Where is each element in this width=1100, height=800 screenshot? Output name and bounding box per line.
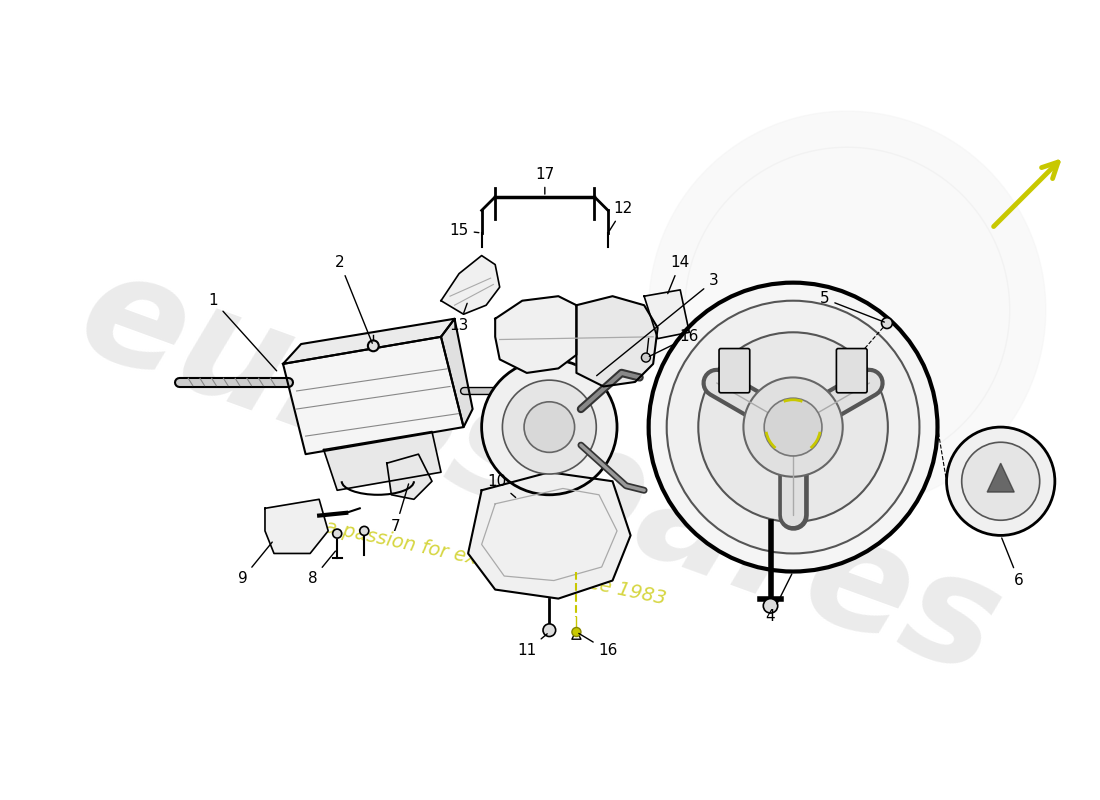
Circle shape [744,378,843,477]
Text: 11: 11 [517,634,547,658]
Circle shape [642,354,649,361]
Text: 10: 10 [487,474,516,498]
Text: 9: 9 [238,542,273,586]
Text: 16: 16 [649,330,698,356]
Text: 6: 6 [1002,538,1024,588]
Circle shape [543,624,556,637]
FancyBboxPatch shape [719,349,750,393]
Circle shape [881,318,892,329]
Polygon shape [265,499,328,554]
Circle shape [524,402,574,452]
Circle shape [332,529,342,538]
Circle shape [946,427,1055,535]
Text: 17: 17 [536,167,554,194]
Text: 2: 2 [336,255,372,343]
Circle shape [667,301,920,554]
Circle shape [641,353,650,362]
Circle shape [698,332,888,522]
Text: 13: 13 [450,303,469,334]
Text: 16: 16 [579,634,618,658]
Polygon shape [495,296,576,373]
Polygon shape [387,454,432,499]
Polygon shape [441,318,473,427]
Text: 5: 5 [820,291,884,322]
Circle shape [367,341,378,351]
Text: 3: 3 [596,274,718,376]
Circle shape [572,627,581,637]
Text: 12: 12 [609,201,632,230]
Text: 15: 15 [450,222,478,238]
Text: 8: 8 [308,551,336,586]
Text: 1: 1 [209,294,277,371]
Polygon shape [323,431,441,490]
Circle shape [360,526,368,535]
Polygon shape [441,255,499,314]
Text: a passion for excellence since 1983: a passion for excellence since 1983 [322,517,668,608]
Circle shape [763,598,778,613]
Text: 4: 4 [766,574,792,624]
Polygon shape [645,290,690,338]
Circle shape [649,282,937,571]
Circle shape [503,380,596,474]
Circle shape [961,442,1040,520]
Text: 14: 14 [668,255,690,294]
Circle shape [764,398,822,456]
Text: 7: 7 [392,484,408,534]
Polygon shape [283,337,463,454]
Polygon shape [283,318,454,364]
Circle shape [649,111,1046,508]
FancyBboxPatch shape [836,349,867,393]
Circle shape [482,359,617,494]
Polygon shape [987,463,1014,492]
Polygon shape [576,296,658,386]
Text: eurospares: eurospares [60,237,1020,707]
Polygon shape [469,472,630,598]
